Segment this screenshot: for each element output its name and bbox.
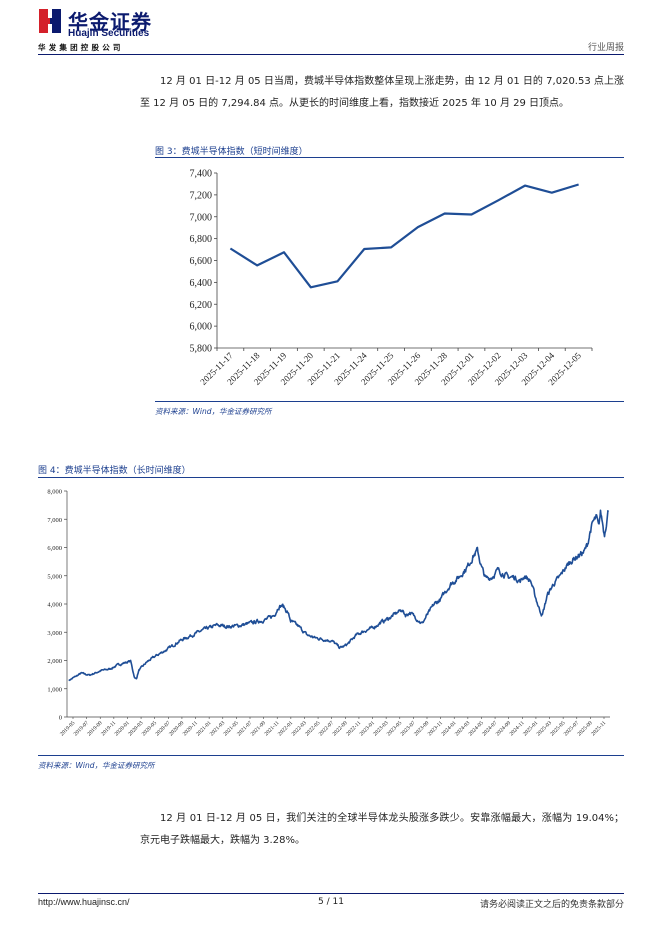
figure4-bottom-rule	[38, 755, 624, 756]
index-series-line	[68, 509, 609, 682]
y-tick-label: 6,600	[190, 256, 213, 267]
y-tick-label: 6,800	[190, 234, 213, 245]
paragraph-stocks-summary: 12 月 01 日-12 月 05 日，我们关注的全球半导体龙头股涨多跌少。安靠…	[140, 813, 624, 846]
y-tick-label: 8,000	[47, 489, 62, 496]
figure3-source: 资料来源：Wind，华金证券研究所	[155, 407, 272, 416]
figure3-bottom-rule	[155, 401, 624, 402]
page-number: 5 / 11	[318, 897, 344, 907]
y-tick-label: 7,400	[190, 169, 213, 180]
y-tick-label: 7,000	[190, 212, 213, 223]
long-term-index-chart: 0 1,000 2,000 3,000 4,000 5,000 6,000 7,000 8,00…	[47, 489, 610, 737]
y-tick-label: 7,200	[190, 190, 213, 201]
short-term-index-chart: 5,800 6,000 6,200 6,400 6,600 6,800 7,000 7,200…	[190, 169, 593, 387]
brand-subtitle: 华发集团控股公司	[38, 43, 124, 52]
y-tick-label: 1,000	[47, 686, 62, 693]
y-tick-label: 6,000	[190, 322, 213, 333]
footer-divider	[38, 893, 624, 894]
figure4-top-rule	[38, 477, 624, 478]
brand-name-en: Huajin Securities	[68, 28, 150, 39]
y-tick-label: 7,000	[47, 517, 62, 524]
footer-disclaimer: 请务必阅读正文之后的免责条款部分	[479, 900, 624, 910]
y-tick-label: 4,000	[47, 602, 62, 609]
figure4-source: 资料来源：Wind，华金证券研究所	[38, 761, 155, 770]
figure3-top-rule	[155, 157, 624, 158]
huajin-logo	[38, 8, 62, 34]
index-series-line	[229, 183, 579, 289]
report-type: 行业周报	[587, 43, 624, 53]
paragraph-index-summary: 12 月 01 日-12 月 05 日当周，费城半导体指数整体呈现上涨走势，由 …	[140, 76, 624, 109]
x-tick-label: 2025-11	[590, 720, 607, 737]
footer-website-link[interactable]: http://www.huajinsc.cn/	[38, 897, 130, 907]
y-tick-label: 2,000	[47, 658, 62, 665]
figure3-caption: 图 3：费城半导体指数（短时间维度）	[155, 147, 308, 157]
y-tick-label: 5,800	[190, 344, 213, 355]
y-tick-label: 3,000	[47, 630, 62, 637]
y-tick-label: 5,000	[47, 573, 62, 580]
y-tick-label: 6,200	[190, 300, 213, 311]
header-divider	[38, 54, 624, 55]
y-tick-label: 6,000	[47, 545, 62, 552]
y-tick-label: 0	[59, 715, 62, 722]
y-tick-label: 6,400	[190, 278, 213, 289]
figure4-caption: 图 4：费城半导体指数（长时间维度）	[38, 466, 191, 476]
brand-name-cn: 华金证券	[68, 10, 152, 34]
